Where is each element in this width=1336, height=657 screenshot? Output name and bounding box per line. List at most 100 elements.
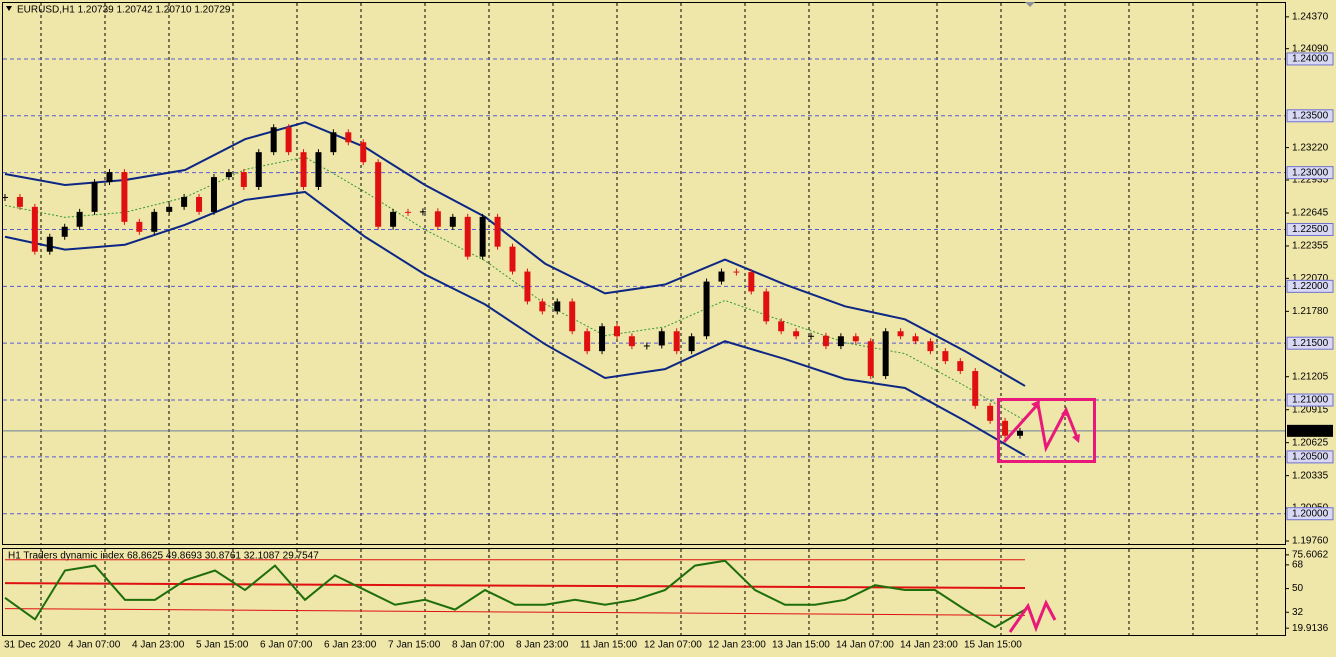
level-label-box (1286, 450, 1334, 464)
candle (61, 226, 68, 237)
candle (524, 271, 531, 302)
candle (300, 152, 307, 187)
indicator-y-tick-label: 68 (1292, 560, 1304, 571)
x-tick-label: 8 Jan 07:00 (452, 640, 505, 651)
candle (554, 301, 561, 312)
candle (852, 336, 859, 342)
y-tick-label: 1.21780 (1292, 306, 1329, 317)
candle (31, 206, 38, 252)
level-label: 1.23000 (1292, 167, 1329, 178)
level-label-box (1286, 507, 1334, 521)
candle (673, 331, 680, 352)
candle (419, 211, 426, 213)
forecast-arrowheads (1031, 400, 1080, 443)
y-tick-label: 1.22070 (1292, 273, 1329, 284)
indicator-y-tick-label: 19.9136 (1292, 623, 1329, 634)
candle (345, 132, 352, 143)
candle (763, 291, 770, 322)
candle (1017, 430, 1023, 436)
candle (2, 196, 8, 198)
level-label: 1.24000 (1292, 54, 1329, 65)
indicator-line (4, 559, 1026, 629)
middle-band (4, 156, 1026, 422)
indicator-forecast (1008, 599, 1057, 633)
y-tick-label: 1.20625 (1292, 437, 1329, 448)
candle (76, 211, 83, 227)
candle (360, 142, 367, 163)
x-tick-label: 14 Jan 23:00 (900, 640, 958, 651)
candle (628, 336, 635, 347)
x-tick-label: 5 Jan 15:00 (196, 640, 249, 651)
candle (375, 162, 382, 227)
lower-band (4, 190, 1026, 457)
y-tick-label: 1.19760 (1292, 536, 1329, 547)
candle (882, 331, 889, 377)
candle (957, 361, 964, 372)
candle (121, 172, 128, 222)
candle (613, 326, 620, 337)
chart-title: EURUSD,H1 1.20739 1.20742 1.20710 1.2072… (17, 5, 231, 16)
current-price-label: 1.20729 (1292, 425, 1329, 436)
x-tick-label: 7 Jan 15:00 (388, 640, 441, 651)
candle (434, 211, 441, 227)
candle (837, 336, 844, 347)
indicator-line (4, 582, 1026, 590)
candle (210, 177, 217, 212)
indicator-title: H1 Traders dynamic index 68.8625 49.8693… (8, 551, 319, 562)
level-label-box (1286, 222, 1334, 236)
candle (658, 331, 665, 346)
x-tick-label: 15 Jan 15:00 (964, 640, 1022, 651)
candle (270, 127, 277, 153)
level-label-box (1286, 336, 1334, 350)
indicator-frame (2, 548, 1286, 636)
y-tick-label: 1.23220 (1292, 142, 1329, 153)
x-tick-label: 4 Jan 07:00 (68, 640, 121, 651)
candle (390, 211, 397, 227)
level-label-box (1286, 279, 1334, 293)
x-tick-label: 13 Jan 15:00 (772, 640, 830, 651)
candle (927, 341, 934, 352)
candle (166, 206, 173, 212)
candle (539, 301, 546, 312)
level-label-box (1286, 393, 1334, 407)
x-tick-label: 12 Jan 07:00 (644, 640, 702, 651)
level-label: 1.21500 (1292, 338, 1329, 349)
candle (688, 336, 695, 352)
x-tick-label: 31 Dec 2020 (4, 640, 61, 651)
candle (181, 196, 188, 207)
x-tick-label: 12 Jan 23:00 (708, 640, 766, 651)
x-tick-label: 11 Jan 15:00 (580, 640, 638, 651)
candle (255, 152, 262, 187)
candle (1002, 420, 1009, 436)
level-label: 1.20000 (1292, 508, 1329, 519)
candle (822, 335, 829, 347)
level-label-box (1286, 52, 1334, 66)
candle (703, 281, 710, 337)
candle (912, 336, 919, 342)
forecast-path (1002, 400, 1080, 453)
candle (748, 272, 755, 292)
candle (599, 326, 606, 352)
level-label: 1.22000 (1292, 281, 1329, 292)
candle (151, 211, 158, 232)
x-tick-label: 4 Jan 23:00 (132, 640, 185, 651)
indicator-y-tick-label: 75.6062 (1292, 550, 1329, 561)
candle (91, 182, 98, 212)
level-label: 1.23500 (1292, 110, 1329, 121)
candle (196, 196, 203, 212)
x-tick-label: 14 Jan 07:00 (836, 640, 894, 651)
indicator-y-tick-label: 32 (1292, 607, 1304, 618)
indicator-line (4, 608, 1026, 616)
indicator-y-tick-label: 50 (1292, 583, 1304, 594)
candle (136, 221, 143, 232)
candle (897, 331, 904, 337)
candle (46, 236, 53, 252)
candle (867, 341, 874, 377)
candle (285, 127, 292, 153)
current-price-box (1287, 424, 1333, 437)
candle (584, 331, 591, 352)
candle (330, 132, 337, 153)
upper-band (4, 121, 1026, 387)
candle (643, 345, 650, 347)
level-label-box (1286, 166, 1334, 180)
